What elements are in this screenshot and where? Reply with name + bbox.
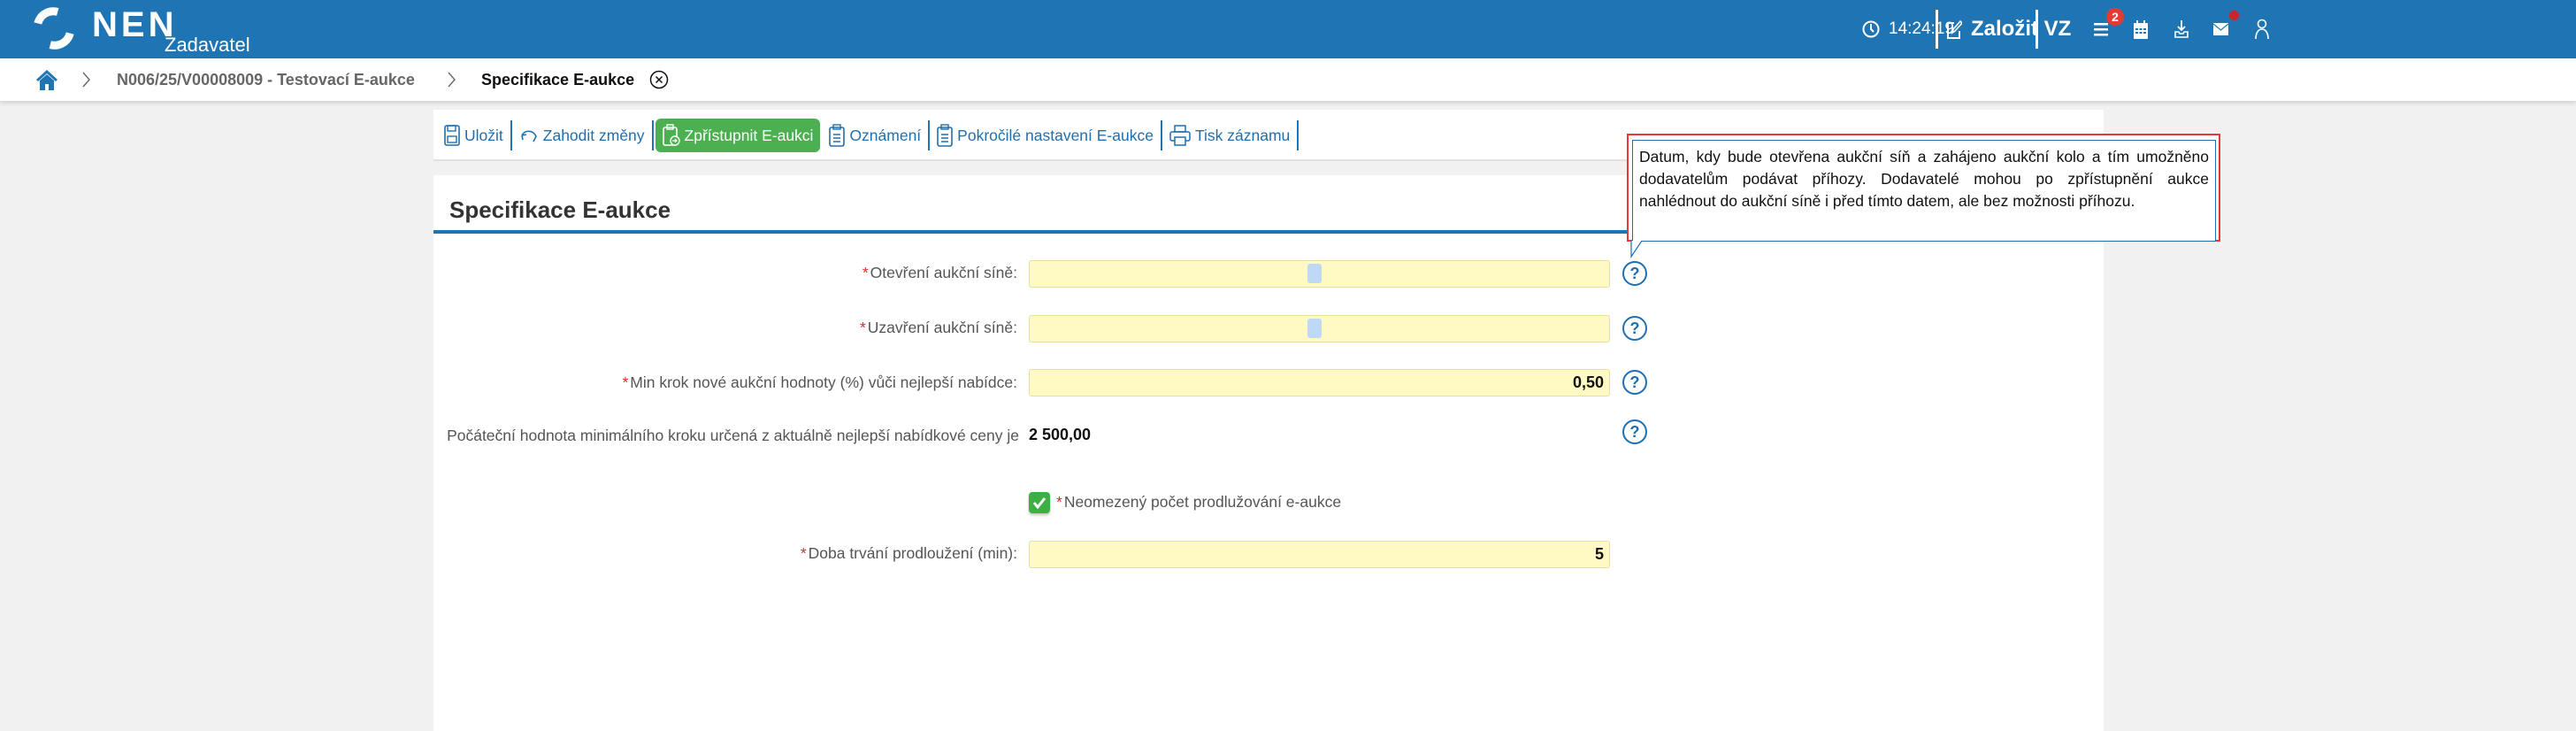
required-mark: * xyxy=(800,544,807,562)
clock: 14:24:19 xyxy=(1862,0,1954,58)
announcement-button[interactable]: Oznámení xyxy=(822,120,931,150)
clipboard-icon xyxy=(829,124,846,147)
advanced-settings-label: Pokročilé nastavení E-aukce xyxy=(957,126,1154,144)
close-icon[interactable] xyxy=(649,70,669,89)
mail-icon xyxy=(2213,23,2228,35)
logo-subtitle: Zadavatel xyxy=(165,34,250,56)
calendar-picker-icon[interactable] xyxy=(1307,264,1322,283)
download-button[interactable] xyxy=(2174,0,2189,58)
menu-button[interactable] xyxy=(2094,0,2108,58)
discard-changes-button[interactable]: Zahodit změny xyxy=(512,120,654,150)
save-icon xyxy=(444,125,460,146)
tooltip-pointer xyxy=(1630,241,1643,258)
discard-label: Zahodit změny xyxy=(542,126,645,144)
print-label: Tisk záznamu xyxy=(1194,126,1291,144)
close-hall-label: * Uzavření aukční síně: xyxy=(433,319,1017,337)
create-vz-label: Založit VZ xyxy=(1971,17,2072,41)
breadcrumb-item-tender[interactable]: N006/25/V00008009 - Testovací E-aukce xyxy=(117,71,415,88)
save-label: Uložit xyxy=(464,126,503,144)
print-icon xyxy=(1169,125,1191,146)
announcement-label: Oznámení xyxy=(849,126,922,144)
label-text: Uzavření aukční síně: xyxy=(867,319,1017,336)
publish-eauction-button[interactable]: Zpřístupnit E-aukci xyxy=(655,119,821,152)
help-icon[interactable]: ? xyxy=(1622,419,1647,444)
calendar-button[interactable] xyxy=(2134,0,2148,58)
calendar-icon xyxy=(2134,20,2148,39)
edit-icon xyxy=(1947,19,1962,39)
divider xyxy=(2036,10,2038,49)
unlimited-extensions-label: * Neomezený počet prodlužování e-aukce xyxy=(1056,493,1341,512)
help-icon[interactable]: ? xyxy=(1622,370,1647,395)
label-text: Neomezený počet prodlužování e-aukce xyxy=(1063,493,1342,511)
toolbar: Uložit Zahodit změny Zpřístupnit E-aukci… xyxy=(437,110,1300,161)
save-button[interactable]: Uložit xyxy=(437,120,512,150)
form-panel xyxy=(433,175,2104,731)
download-tray-icon xyxy=(2174,20,2189,38)
required-mark: * xyxy=(859,319,866,336)
calendar-picker-icon[interactable] xyxy=(1307,319,1322,338)
chevron-right-icon xyxy=(82,72,90,88)
min-step-input[interactable] xyxy=(1029,369,1610,396)
help-icon[interactable]: ? xyxy=(1622,261,1647,286)
required-mark: * xyxy=(862,264,869,281)
create-vz-button[interactable]: Založit VZ xyxy=(1946,0,2071,58)
publish-label: Zpřístupnit E-aukci xyxy=(684,126,814,144)
label-text: Doba trvání prodloužení (min): xyxy=(808,544,1017,562)
undo-icon xyxy=(520,130,537,142)
initial-step-value: 2 500,00 xyxy=(1029,426,1092,443)
divider xyxy=(1936,10,1938,49)
notification-badge: 2 xyxy=(2106,8,2124,26)
logo-text[interactable]: NEN xyxy=(92,5,178,44)
help-tooltip: Datum, kdy bude otevřena aukční síň a za… xyxy=(1632,140,2216,242)
clipboard-icon xyxy=(937,124,953,147)
time-display: 14:24:19 xyxy=(1889,19,1954,38)
top-header: NEN Zadavatel 14:24:19 Založit VZ 2 xyxy=(0,0,2576,58)
hamburger-menu-icon xyxy=(2094,23,2108,36)
initial-step-label: Počáteční hodnota minimálního kroku urče… xyxy=(442,425,1026,446)
clock-icon xyxy=(1862,20,1880,38)
breadcrumb: N006/25/V00008009 - Testovací E-aukce Sp… xyxy=(0,58,2576,101)
section-title: Specifikace E-aukce xyxy=(449,196,671,223)
label-text: Min krok nové aukční hodnoty (%) vůči ne… xyxy=(630,373,1017,391)
messages-button[interactable] xyxy=(2213,0,2228,58)
home-icon[interactable] xyxy=(35,68,58,91)
label-text: Otevření aukční síně: xyxy=(870,264,1017,281)
print-record-button[interactable]: Tisk záznamu xyxy=(1162,120,1300,150)
checkmark-icon xyxy=(1032,497,1046,510)
unread-dot xyxy=(2229,11,2239,20)
help-icon[interactable]: ? xyxy=(1622,316,1647,341)
extension-duration-input[interactable] xyxy=(1029,541,1610,568)
label-text: Počáteční hodnota minimálního kroku urče… xyxy=(447,427,1019,444)
clipboard-arrow-icon xyxy=(662,124,680,146)
min-step-label: * Min krok nové aukční hodnoty (%) vůči n… xyxy=(433,373,1017,392)
breadcrumb-item-current: Specifikace E-aukce xyxy=(481,71,635,88)
advanced-settings-button[interactable]: Pokročilé nastavení E-aukce xyxy=(930,120,1162,150)
nen-logo-icon[interactable] xyxy=(26,0,82,58)
extension-duration-label: * Doba trvání prodloužení (min): xyxy=(433,544,1017,563)
chevron-right-icon xyxy=(448,72,456,88)
user-icon xyxy=(2255,19,2269,40)
user-button[interactable] xyxy=(2255,0,2269,58)
required-mark: * xyxy=(622,373,629,391)
section-divider xyxy=(433,230,2104,234)
unlimited-extensions-checkbox[interactable] xyxy=(1029,492,1050,513)
required-mark: * xyxy=(1056,493,1062,511)
open-hall-label: * Otevření aukční síně: xyxy=(433,264,1017,282)
